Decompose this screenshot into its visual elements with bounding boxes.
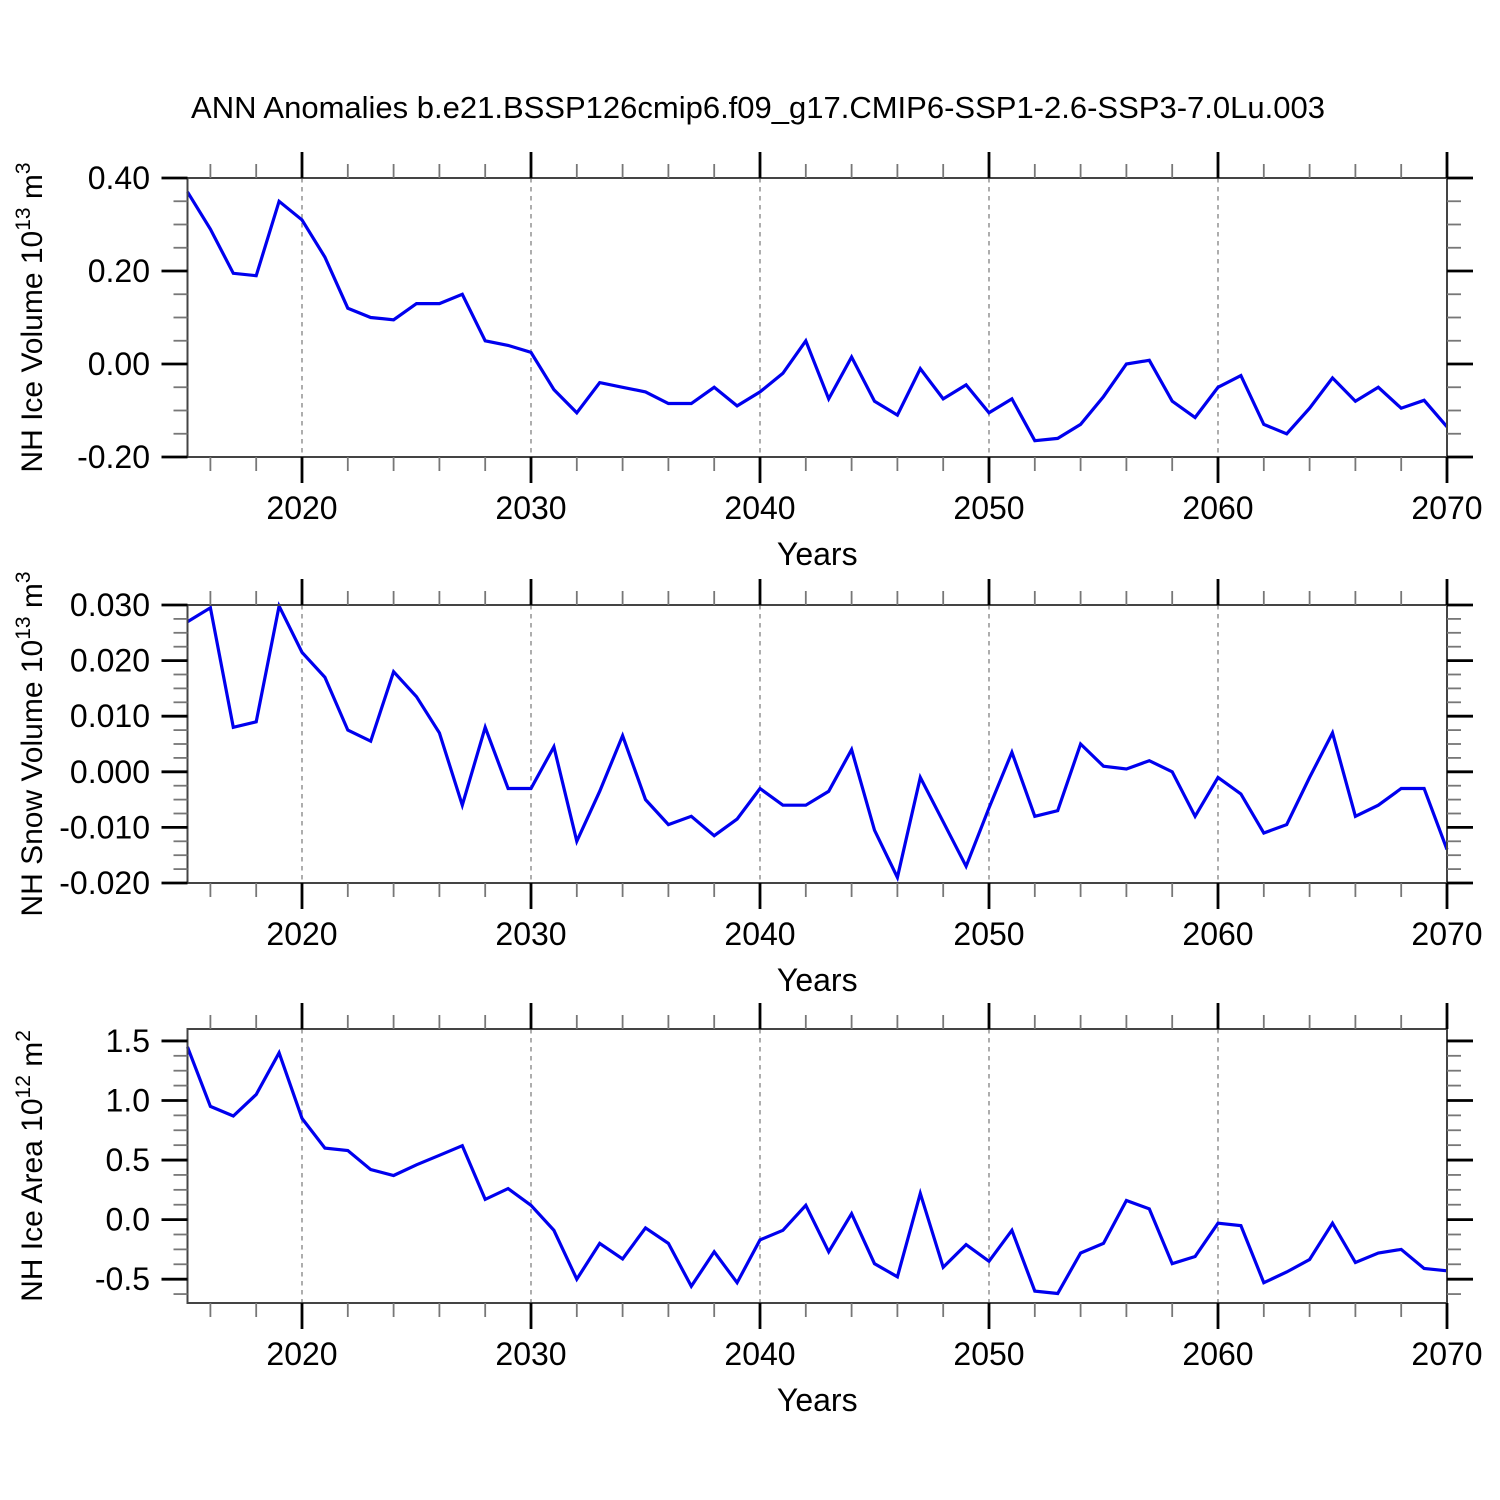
- ytick-label: -0.5: [95, 1261, 150, 1297]
- nh-ice-volume-line: [186, 191, 1449, 443]
- ytick-label: 0.00: [88, 346, 150, 382]
- xtick-label-2050: 2050: [953, 916, 1024, 952]
- xtick-label-2050: 2050: [953, 1336, 1024, 1372]
- ytick-label: -0.020: [59, 865, 150, 901]
- ytick-label: -0.010: [59, 809, 150, 845]
- ytick-label: 0.010: [70, 698, 150, 734]
- xtick-label-2060: 2060: [1182, 490, 1253, 526]
- xtick-label-2030: 2030: [495, 916, 566, 952]
- xtick-label-2020: 2020: [266, 490, 337, 526]
- nh-ice-area-frame: [186, 1028, 1448, 1304]
- xtick-label-2070: 2070: [1411, 1336, 1482, 1372]
- ytick-label: 1.5: [106, 1023, 150, 1059]
- ytick-label: 0.000: [70, 754, 150, 790]
- nh-ice-area-ylabel: NH Ice Area 1012 m2: [12, 1030, 49, 1302]
- ytick-label: 0.020: [70, 643, 150, 679]
- xtick-label-2030: 2030: [495, 490, 566, 526]
- ytick-label: 0.030: [70, 587, 150, 623]
- xtick-label-2040: 2040: [724, 916, 795, 952]
- nh-ice-area-xlabel: Years: [777, 1382, 858, 1418]
- xtick-label-2040: 2040: [724, 490, 795, 526]
- xtick-label-2070: 2070: [1411, 916, 1482, 952]
- panel-nh-ice-area: 2020 2030 2040 2050 2060 2070 1.5 1.0 0.5 0.0 -0.5…: [12, 1003, 1483, 1418]
- xtick-label-2040: 2040: [724, 1336, 795, 1372]
- nh-ice-volume-xlabel: Years: [777, 536, 858, 572]
- nh-snow-volume-ylabel: NH Snow Volume 1013 m3: [12, 571, 49, 916]
- nh-ice-volume-ylabel: NH Ice Volume 1013 m3: [12, 162, 49, 472]
- xtick-label-2020: 2020: [266, 916, 337, 952]
- ytick-label: 0.40: [88, 160, 150, 196]
- ytick-label: 0.0: [106, 1202, 150, 1238]
- xtick-label-2050: 2050: [953, 490, 1024, 526]
- xtick-label-2020: 2020: [266, 1336, 337, 1372]
- nh-snow-volume-frame: [186, 604, 1448, 884]
- figure-title: ANN Anomalies b.e21.BSSP126cmip6.f09_g17…: [191, 90, 1325, 125]
- panel-nh-ice-volume: 2020 2030 2040 2050 2060 2070 0.40 0.20 0.00 -0.2…: [12, 152, 1483, 572]
- xtick-label-2060: 2060: [1182, 1336, 1253, 1372]
- xtick-label-2030: 2030: [495, 1336, 566, 1372]
- nh-snow-volume-xlabel: Years: [777, 962, 858, 998]
- xtick-label-2060: 2060: [1182, 916, 1253, 952]
- xtick-label-2070: 2070: [1411, 490, 1482, 526]
- panel-nh-snow-volume: 2020 2030 2040 2050 2060 2070 0.030 0.020 0.010 0…: [12, 571, 1483, 998]
- ytick-label: 0.20: [88, 253, 150, 289]
- ytick-label: 1.0: [106, 1082, 150, 1118]
- nh-ice-area-line: [186, 1046, 1448, 1296]
- ytick-label: 0.5: [106, 1142, 150, 1178]
- nh-snow-volume-line: [186, 601, 1449, 883]
- ytick-label: -0.20: [77, 439, 150, 475]
